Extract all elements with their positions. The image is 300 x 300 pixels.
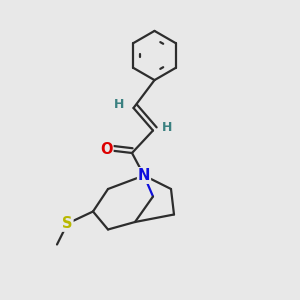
Text: O: O [100,142,113,158]
Text: H: H [162,121,172,134]
Text: N: N [138,168,150,183]
Text: N: N [138,168,150,183]
Text: H: H [114,98,124,112]
Text: S: S [62,216,73,231]
